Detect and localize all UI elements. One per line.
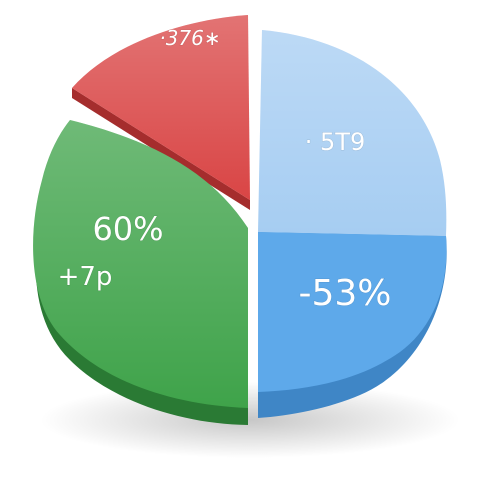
label-lightblue: · 5T9 — [305, 128, 365, 156]
label-red: ·376∗ — [159, 26, 220, 50]
pie-shadow — [40, 382, 460, 458]
sublabel-green: +7p — [58, 262, 113, 292]
slice-lightblue-top — [258, 30, 447, 236]
slice-red-top — [72, 15, 250, 200]
slice-red-side — [72, 88, 250, 210]
label-green: 60% — [92, 210, 163, 248]
label-blue: -53% — [298, 273, 391, 314]
slice-blue — [258, 232, 447, 392]
slice-green-top — [33, 120, 248, 408]
